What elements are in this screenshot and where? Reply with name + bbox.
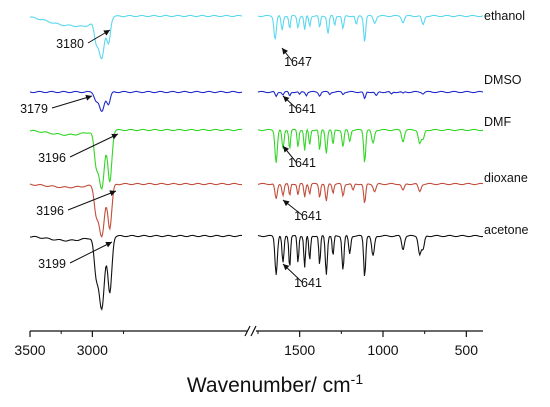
annotation-arrow-head — [109, 190, 116, 196]
annotation-arrow-head — [111, 133, 118, 140]
peak-label: 1647 — [284, 55, 312, 69]
series-line-right — [257, 14, 484, 42]
series-acetone: acetone — [29, 223, 529, 311]
series-label: acetone — [484, 223, 529, 237]
x-axis-title-superscript: -1 — [351, 371, 364, 387]
x-tick-label: 500 — [455, 342, 479, 358]
series-layer: ethanol DMSO DMF dioxane acetone — [29, 9, 529, 311]
annotation-layer: 3180 1647 3179 1641 3196 1641 3196 1641 3199 1641 — [20, 29, 322, 290]
series-line-left — [29, 128, 243, 191]
series-line-left — [29, 14, 243, 60]
series-line-left — [29, 182, 243, 238]
x-tick-label: 1000 — [367, 342, 398, 358]
peak-annotation: 3196 — [38, 133, 119, 165]
annotation-arrow-line — [69, 133, 119, 158]
peak-label: 1641 — [288, 102, 316, 116]
series-line-right — [257, 90, 484, 100]
annotation-arrow-head — [283, 264, 290, 271]
annotation-arrow-head — [103, 30, 110, 36]
peak-annotation: 1647 — [281, 47, 312, 69]
peak-label: 3196 — [38, 151, 66, 165]
series-dioxane: dioxane — [29, 171, 528, 238]
annotation-arrow-head — [283, 200, 290, 207]
peak-annotation: 1641 — [282, 199, 322, 223]
annotation-arrow-head — [283, 96, 290, 103]
series-line-right — [257, 182, 484, 203]
series-dmso: DMSO — [29, 73, 522, 113]
annotation-arrow-head — [105, 242, 112, 248]
peak-label: 3179 — [20, 102, 48, 116]
series-line-left — [29, 234, 243, 311]
peak-label: 3196 — [36, 204, 64, 218]
annotation-arrow-head — [283, 146, 290, 153]
peak-label: 1641 — [288, 156, 316, 170]
x-axis-title-text: Wavenumber/ cm — [187, 374, 351, 397]
x-tick-label: 1500 — [284, 342, 315, 358]
series-label: dioxane — [484, 171, 528, 185]
annotation-arrow-head — [85, 94, 92, 101]
annotation-arrow-line — [67, 190, 117, 211]
axis-break-mark — [250, 325, 257, 337]
peak-annotation: 1641 — [282, 95, 316, 116]
peak-label: 3180 — [56, 37, 84, 51]
x-axis: 3500 3000 1500 1000 500 — [14, 325, 483, 358]
x-tick-label: 3000 — [77, 342, 108, 358]
series-label: DMSO — [484, 73, 522, 87]
series-line-left — [29, 90, 243, 113]
peak-label: 1641 — [294, 276, 322, 290]
series-label: DMF — [484, 115, 511, 129]
peak-annotation: 3199 — [38, 241, 113, 271]
annotation-arrow-line — [51, 95, 93, 109]
series-dmf: DMF — [29, 115, 511, 191]
peak-annotation: 3179 — [20, 94, 93, 116]
series-ethanol: ethanol — [29, 9, 525, 60]
series-line-right — [257, 128, 484, 163]
peak-label: 3199 — [38, 257, 66, 271]
series-label: ethanol — [484, 9, 525, 23]
peak-label: 1641 — [294, 209, 322, 223]
peak-annotation: 3180 — [56, 29, 111, 51]
x-tick-label: 3500 — [14, 342, 45, 358]
axis-break-mark — [244, 325, 251, 337]
x-axis-title: Wavenumber/ cm-1 — [187, 371, 363, 397]
peak-annotation: 1641 — [282, 145, 316, 170]
annotation-arrow-head — [282, 48, 288, 55]
annotation-arrow-line — [69, 241, 113, 264]
series-line-right — [257, 234, 484, 276]
peak-annotation: 3196 — [36, 190, 117, 218]
peak-annotation: 1641 — [282, 263, 322, 290]
